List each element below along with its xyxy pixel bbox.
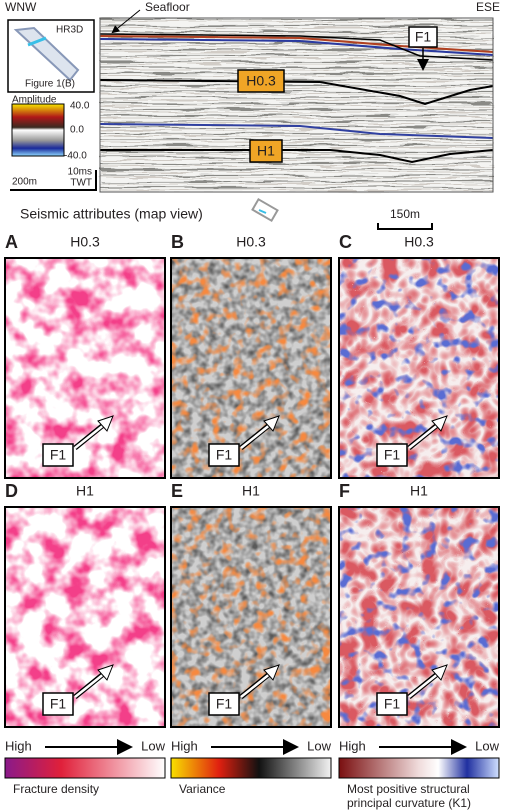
direction-label: WNW (5, 0, 37, 14)
reflector (99, 35, 494, 53)
attribute-map (5, 258, 165, 478)
panel-letter: A (5, 232, 18, 252)
legend-colorbar (170, 757, 332, 779)
horizon-label: H1 (257, 143, 275, 159)
legend-label: principal curvature (K1) (347, 796, 471, 810)
map-caption: Seismic attributes (map view) (20, 206, 203, 222)
fault-label: F1 (415, 29, 432, 45)
panel-frame (170, 506, 332, 728)
scale-h: 200m (12, 177, 37, 188)
fault-box (42, 692, 74, 716)
fault-box (408, 26, 438, 48)
fault-label: F1 (50, 696, 67, 712)
amplitude-colorbar (11, 103, 65, 157)
panel-frame (338, 257, 500, 479)
reflector (99, 123, 494, 139)
horizon-h1 (100, 149, 494, 164)
scale-v: 10ms (68, 167, 92, 178)
fault-box (42, 443, 74, 467)
fault-arrow (408, 672, 440, 698)
inset-line (27, 36, 47, 47)
panel-letter: F (339, 481, 350, 501)
direction-label: ESE (476, 0, 500, 14)
panel-frame (170, 257, 332, 479)
fault-label: F1 (50, 447, 67, 463)
panel-letter: D (5, 481, 18, 501)
fault-arrowhead (97, 415, 114, 432)
section-frame (99, 17, 494, 193)
amplitude-title: Amplitude (12, 95, 57, 106)
scale-bar (10, 170, 97, 191)
horizon-seafloor (99, 33, 494, 61)
panel-title: H1 (410, 483, 428, 499)
inset-caption: Figure 1(B) (25, 79, 75, 90)
legend-label: Most positive structural (347, 782, 470, 796)
legend-label: Variance (179, 782, 226, 796)
fault-box (208, 692, 240, 716)
panel-letter: E (171, 481, 183, 501)
attribute-map (339, 258, 499, 478)
panel-letter: B (171, 232, 184, 252)
fault-arrowhead (263, 415, 280, 432)
legend-low: Low (141, 738, 165, 753)
attribute-map (5, 507, 165, 727)
fault-box (376, 692, 408, 716)
map-icon (258, 209, 267, 214)
legend-low: Low (307, 738, 331, 753)
legend-high: High (339, 738, 366, 753)
legend-high: High (5, 738, 32, 753)
legend-colorbar (4, 757, 166, 779)
seafloor-label: Seafloor (145, 0, 190, 14)
attribute-map (171, 507, 331, 727)
fault-arrowhead (97, 664, 114, 681)
legend-high: High (171, 738, 198, 753)
fault-arrowhead (263, 664, 280, 681)
legend-low: Low (475, 738, 499, 753)
panel-letter: C (339, 232, 352, 252)
horizon-box (237, 69, 285, 93)
fault-box (208, 443, 240, 467)
amplitude-tick: 40.0 (70, 101, 90, 112)
pointer (111, 9, 141, 34)
scale-v: TWT (70, 178, 92, 189)
legend-colorbar (338, 757, 500, 779)
reflector (99, 38, 494, 56)
map-scale: 150m (390, 207, 420, 221)
amplitude-tick: 0.0 (70, 125, 84, 136)
horizon-box (249, 139, 283, 163)
fault-label: F1 (216, 696, 233, 712)
fault-arrow (74, 423, 106, 449)
amplitude-tick: -40.0 (64, 151, 87, 162)
panel-frame (338, 506, 500, 728)
panel-title: H0.3 (404, 234, 434, 250)
attribute-map (171, 258, 331, 478)
panel-title: H1 (242, 483, 260, 499)
fault-arrow (408, 423, 440, 449)
panel-title: H0.3 (236, 234, 266, 250)
panel-frame (4, 506, 166, 728)
fault-label: F1 (384, 696, 401, 712)
legend-label: Fracture density (13, 782, 99, 796)
map-icon (251, 197, 279, 223)
fault-label: F1 (216, 447, 233, 463)
attribute-map (339, 507, 499, 727)
fault-box (376, 443, 408, 467)
inset-label: HR3D (56, 25, 83, 36)
fault-arrow (240, 423, 272, 449)
fault-arrowhead (431, 415, 448, 432)
fault-arrow (240, 672, 272, 698)
panel-title: H1 (76, 483, 94, 499)
fault-arrow (74, 672, 106, 698)
inset-outline (13, 26, 80, 82)
fault-label: F1 (384, 447, 401, 463)
panel-frame (4, 257, 166, 479)
panel-title: H0.3 (70, 234, 100, 250)
horizon-label: H0.3 (246, 73, 276, 89)
map-scale-bar (377, 223, 433, 230)
fault-arrowhead (431, 664, 448, 681)
